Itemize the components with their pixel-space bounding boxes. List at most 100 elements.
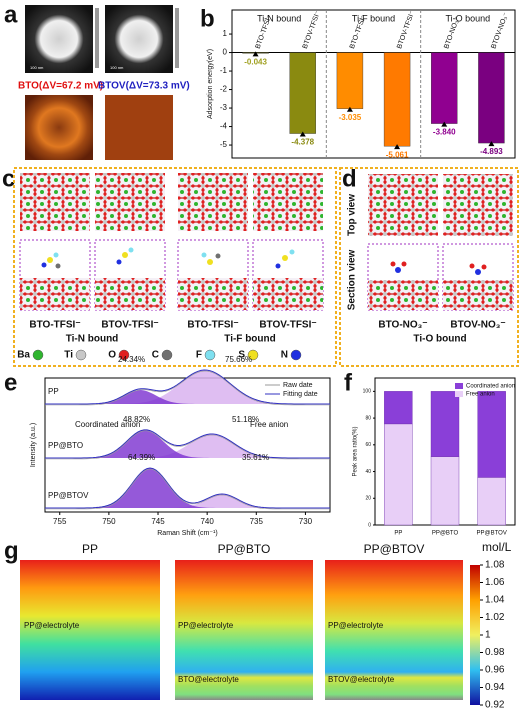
colorbar-unit: mol/L bbox=[482, 540, 512, 554]
map-title: PP@BTOV bbox=[364, 542, 425, 556]
bar-end-marker bbox=[252, 51, 259, 57]
x-tick-label: 750 bbox=[102, 517, 116, 526]
structure-top bbox=[368, 174, 438, 236]
y-tick-label: -4 bbox=[220, 122, 228, 131]
x-tick-label: 745 bbox=[151, 517, 165, 526]
group-label: Ti-F bound bbox=[224, 334, 275, 345]
structure-side bbox=[20, 278, 90, 310]
bar-end-marker bbox=[441, 121, 448, 127]
legend-label: Raw date bbox=[283, 382, 313, 389]
legend-label: Coordinated anion bbox=[466, 384, 515, 390]
y-tick-label: -3 bbox=[220, 103, 228, 112]
y-tick-label: -2 bbox=[220, 85, 228, 94]
x-tick-label: 740 bbox=[200, 517, 214, 526]
x-category-label: BTOV-TFSI⁻ bbox=[396, 10, 416, 50]
group-label: Ti-N bound bbox=[257, 13, 301, 23]
structure-top bbox=[20, 173, 90, 231]
panel-label: f bbox=[344, 369, 353, 396]
raw-line bbox=[45, 430, 330, 460]
sample-label: PP@BTO bbox=[48, 441, 83, 450]
y-tick-label: 100 bbox=[363, 389, 372, 395]
bar bbox=[336, 52, 364, 109]
y-tick-label: 80 bbox=[365, 415, 371, 421]
panel-label: c bbox=[2, 165, 15, 192]
legend-label: Ti bbox=[64, 350, 73, 361]
view-label: Section view bbox=[347, 249, 358, 310]
bar bbox=[289, 52, 316, 134]
structure-top bbox=[95, 173, 165, 231]
concentration-map bbox=[325, 560, 463, 700]
bar-end-marker bbox=[346, 106, 353, 112]
region-label: PP@electrolyte bbox=[328, 621, 384, 630]
legend-swatch bbox=[75, 349, 87, 361]
x-category-label: BTOV-TFSI⁻ bbox=[302, 10, 322, 50]
molecule bbox=[275, 249, 295, 269]
bar-end-marker bbox=[394, 144, 401, 150]
view-label: Top view bbox=[347, 194, 358, 236]
structure-side bbox=[443, 280, 513, 310]
bar-end-marker bbox=[299, 131, 306, 137]
colorbar bbox=[470, 565, 480, 705]
fit-line bbox=[45, 467, 330, 509]
afm-image bbox=[105, 5, 173, 73]
scale-bar: 100 nm bbox=[30, 65, 44, 70]
fit-line bbox=[45, 369, 330, 405]
plot-frame bbox=[231, 9, 516, 159]
colorbar-tick-label: 1.04 bbox=[485, 595, 505, 606]
legend-label: Free anion bbox=[466, 392, 495, 398]
free-peak bbox=[45, 434, 330, 458]
y-tick-label: 20 bbox=[365, 496, 371, 502]
region-label: BTOV@electrolyte bbox=[328, 675, 395, 684]
caption: BTO(ΔV=67.2 mV) bbox=[18, 81, 103, 92]
legend-swatch bbox=[204, 349, 216, 361]
value-label: -4.378 bbox=[291, 138, 314, 147]
frame bbox=[252, 239, 324, 311]
concentration-map bbox=[175, 560, 313, 700]
map-title: PP@BTO bbox=[218, 542, 271, 556]
percent-label: 24.34% bbox=[118, 355, 145, 364]
group-label: Ti-F bound bbox=[352, 13, 395, 23]
legend-label: Fitting date bbox=[283, 391, 318, 398]
sample-label: PP@BTOV bbox=[48, 491, 89, 500]
structure-side bbox=[178, 278, 248, 310]
legend-swatch bbox=[118, 349, 130, 361]
panel-label: d bbox=[342, 165, 357, 192]
structure-label: BTOV-NO₃⁻ bbox=[450, 320, 505, 331]
percent-label: 35.61% bbox=[242, 453, 269, 462]
value-label: -0.043 bbox=[244, 57, 267, 66]
afm-image bbox=[25, 5, 93, 73]
panel-box bbox=[13, 167, 337, 367]
bar-segment bbox=[477, 477, 506, 526]
y-tick-label: 60 bbox=[365, 442, 371, 448]
annotation: Coordinated anion bbox=[75, 420, 140, 429]
group-label: Ti-O bound bbox=[413, 334, 466, 345]
legend-swatch bbox=[455, 383, 463, 389]
legend-swatch bbox=[290, 349, 302, 361]
molecule bbox=[116, 247, 134, 265]
panel-label: e bbox=[4, 369, 17, 396]
colorbar-tick-label: 1.08 bbox=[485, 560, 505, 571]
value-label: -4.893 bbox=[480, 147, 503, 156]
colorbar-tick-label: 0.94 bbox=[485, 682, 505, 693]
raw-line bbox=[45, 370, 330, 406]
molecule bbox=[390, 261, 407, 273]
bar-segment bbox=[384, 423, 413, 526]
y-tick-label: 40 bbox=[365, 469, 371, 475]
legend-label: Ba bbox=[17, 350, 30, 361]
value-label: -3.035 bbox=[339, 113, 362, 122]
y-tick-label: -1 bbox=[220, 66, 228, 75]
bar bbox=[431, 52, 458, 124]
structure-label: BTO-TFSI⁻ bbox=[187, 320, 238, 331]
scale-bar-color bbox=[95, 8, 99, 68]
colorbar-tick-label: 0.92 bbox=[485, 700, 505, 711]
colorbar-tick-label: 1.02 bbox=[485, 612, 505, 623]
panel-box bbox=[339, 167, 519, 367]
legend-label: N bbox=[281, 350, 288, 361]
x-tick-label: PP@BTOV bbox=[477, 531, 507, 537]
structure-side bbox=[253, 278, 323, 310]
x-axis-label: Raman Shift (cm⁻¹) bbox=[157, 530, 217, 537]
colorbar-tick-label: 1 bbox=[485, 630, 491, 641]
y-tick-label: 1 bbox=[223, 29, 228, 38]
legend-label: O bbox=[108, 350, 116, 361]
